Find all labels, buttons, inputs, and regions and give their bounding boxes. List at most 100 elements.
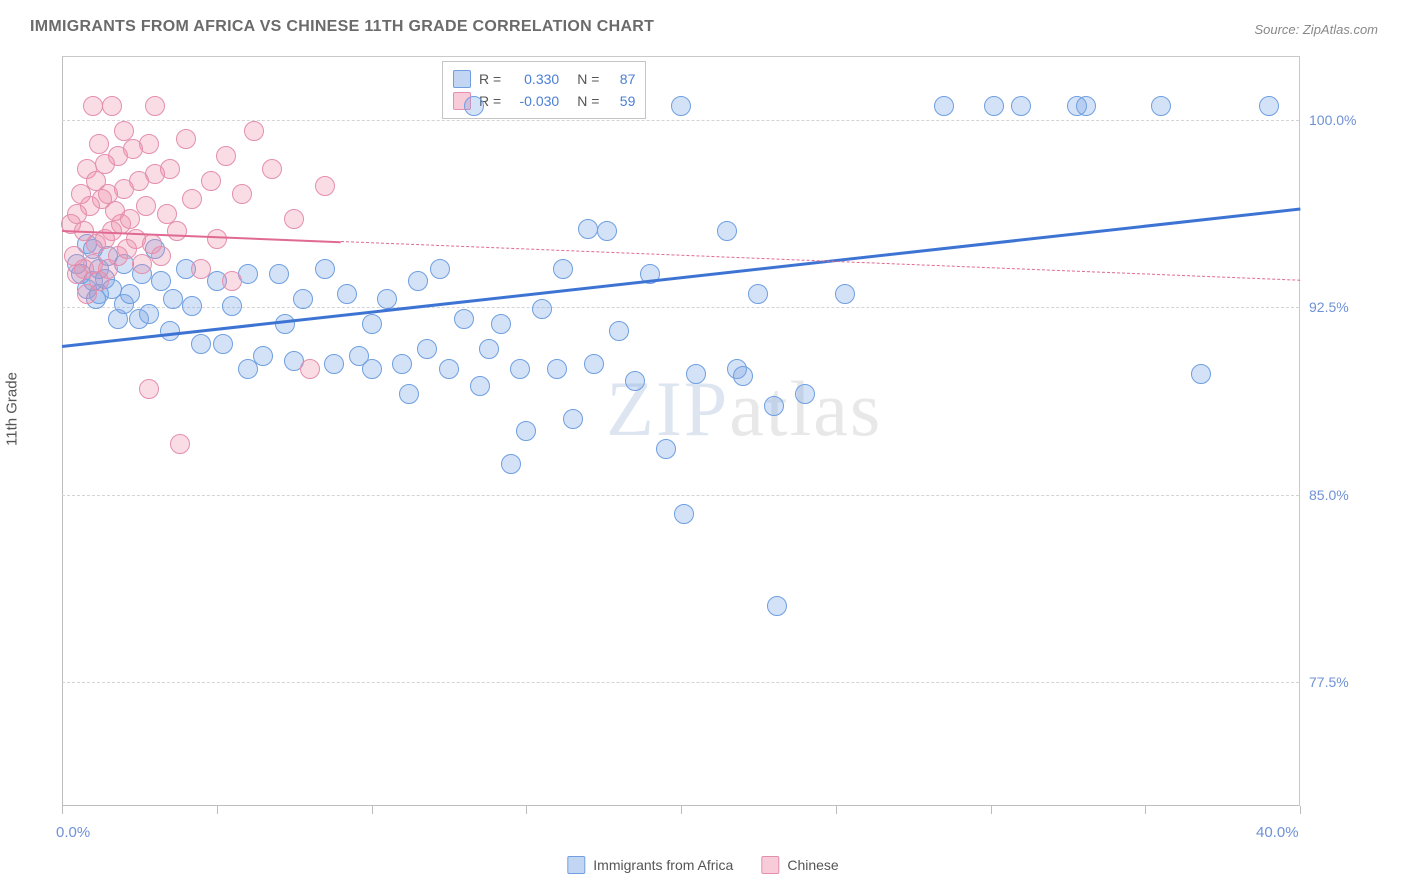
data-point: [160, 159, 180, 179]
data-point: [89, 134, 109, 154]
data-point: [170, 434, 190, 454]
chart-title: IMMIGRANTS FROM AFRICA VS CHINESE 11TH G…: [30, 18, 654, 36]
data-point: [244, 121, 264, 141]
data-point: [222, 296, 242, 316]
y-axis-title: 11th Grade: [4, 372, 21, 446]
data-point: [293, 289, 313, 309]
data-point: [120, 284, 140, 304]
legend-label: R =: [479, 71, 501, 87]
data-point: [324, 354, 344, 374]
data-point: [362, 359, 382, 379]
data-point: [284, 209, 304, 229]
legend-swatch: [761, 856, 779, 874]
data-point: [767, 596, 787, 616]
data-point: [563, 409, 583, 429]
data-point: [553, 259, 573, 279]
data-point: [392, 354, 412, 374]
data-point: [547, 359, 567, 379]
data-point: [337, 284, 357, 304]
data-point: [160, 321, 180, 341]
legend-text: Immigrants from Africa: [593, 857, 733, 873]
data-point: [510, 359, 530, 379]
data-point: [470, 376, 490, 396]
x-tick: [991, 806, 992, 814]
data-point: [139, 379, 159, 399]
data-point: [139, 304, 159, 324]
x-tick: [681, 806, 682, 814]
x-tick: [526, 806, 527, 814]
legend-value: 0.330: [509, 71, 559, 87]
x-tick: [836, 806, 837, 814]
data-point: [232, 184, 252, 204]
data-point: [795, 384, 815, 404]
y-tick-label: 85.0%: [1309, 487, 1379, 503]
data-point: [578, 219, 598, 239]
data-point: [1191, 364, 1211, 384]
source-label: Source: ZipAtlas.com: [1254, 22, 1378, 37]
data-point: [151, 271, 171, 291]
data-point: [984, 96, 1004, 116]
data-point: [671, 96, 691, 116]
y-tick-label: 100.0%: [1309, 112, 1379, 128]
data-point: [686, 364, 706, 384]
legend-swatch: [453, 70, 471, 88]
data-point: [315, 259, 335, 279]
data-point: [176, 129, 196, 149]
data-point: [377, 289, 397, 309]
data-point: [1151, 96, 1171, 116]
legend-row: R =0.330N =87: [453, 68, 635, 90]
data-point: [934, 96, 954, 116]
y-axis: [62, 57, 63, 806]
data-point: [136, 196, 156, 216]
data-point: [764, 396, 784, 416]
data-point: [102, 96, 122, 116]
data-point: [835, 284, 855, 304]
data-point: [222, 271, 242, 291]
data-point: [717, 221, 737, 241]
data-point: [656, 439, 676, 459]
data-point: [1076, 96, 1096, 116]
legend-swatch: [567, 856, 585, 874]
data-point: [163, 289, 183, 309]
legend-value: -0.030: [509, 93, 559, 109]
data-point: [748, 284, 768, 304]
data-point: [597, 221, 617, 241]
data-point: [269, 264, 289, 284]
legend-text: Chinese: [787, 857, 838, 873]
gridline: [62, 120, 1299, 121]
data-point: [516, 421, 536, 441]
data-point: [454, 309, 474, 329]
legend-value: 59: [607, 93, 635, 109]
legend-item: Immigrants from Africa: [567, 856, 733, 874]
data-point: [253, 346, 273, 366]
data-point: [362, 314, 382, 334]
data-point: [1011, 96, 1031, 116]
data-point: [216, 146, 236, 166]
data-point: [430, 259, 450, 279]
data-point: [479, 339, 499, 359]
x-tick: [1300, 806, 1301, 814]
x-tick: [372, 806, 373, 814]
data-point: [145, 96, 165, 116]
data-point: [399, 384, 419, 404]
data-point: [262, 159, 282, 179]
data-point: [182, 189, 202, 209]
data-point: [609, 321, 629, 341]
x-tick: [1145, 806, 1146, 814]
x-tick-label: 40.0%: [1256, 824, 1299, 841]
data-point: [300, 359, 320, 379]
x-tick-label: 0.0%: [56, 824, 90, 841]
data-point: [132, 254, 152, 274]
gridline: [62, 682, 1299, 683]
trend-line: [341, 241, 1300, 281]
y-tick-label: 92.5%: [1309, 299, 1379, 315]
data-point: [674, 504, 694, 524]
data-point: [491, 314, 511, 334]
data-point: [464, 96, 484, 116]
gridline: [62, 307, 1299, 308]
data-point: [1259, 96, 1279, 116]
data-point: [83, 96, 103, 116]
data-point: [733, 366, 753, 386]
scatter-plot: ZIPatlas R =0.330N =87R =-0.030N =59 77.…: [62, 56, 1300, 806]
legend-value: 87: [607, 71, 635, 87]
